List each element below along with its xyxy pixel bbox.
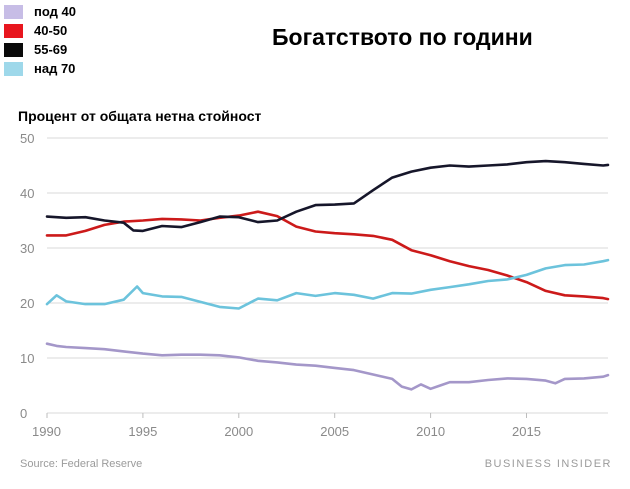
legend-swatch-under-40 <box>4 4 23 19</box>
y-tick-label-30: 30 <box>20 241 34 256</box>
legend-label-40-50: 40-50 <box>34 23 68 38</box>
y-tick-label-10: 10 <box>20 351 34 366</box>
legend-label-over-70: над 70 <box>34 61 76 76</box>
x-tick-label-2005: 2005 <box>320 424 349 439</box>
publisher-logo-text: BUSINESS INSIDER <box>484 458 612 470</box>
y-tick-label-50: 50 <box>20 131 34 146</box>
legend: под 40 40-50 55-69 над 70 <box>4 2 76 78</box>
series-line-3-над-70 <box>45 258 610 310</box>
legend-label-under-40: под 40 <box>34 4 76 19</box>
x-tick-label-2015: 2015 <box>512 424 541 439</box>
x-tick-label-1995: 1995 <box>128 424 157 439</box>
legend-item-40-50: 40-50 <box>4 21 76 40</box>
y-tick-label-40: 40 <box>20 186 34 201</box>
y-tick-label-0: 0 <box>20 406 27 421</box>
series-line-1-40-50 <box>45 210 610 301</box>
legend-item-over-70: над 70 <box>4 59 76 78</box>
x-tick-label-1990: 1990 <box>32 424 61 439</box>
source-note: Source: Federal Reserve <box>20 458 143 470</box>
legend-item-55-69: 55-69 <box>4 40 76 59</box>
legend-swatch-40-50 <box>4 23 23 38</box>
series-line-2-55-69 <box>45 159 610 233</box>
series-line-0-под-40 <box>45 342 610 391</box>
legend-swatch-55-69 <box>4 42 23 57</box>
legend-swatch-over-70 <box>4 61 23 76</box>
y-tick-label-20: 20 <box>20 296 34 311</box>
x-tick-label-2010: 2010 <box>416 424 445 439</box>
x-tick-label-2000: 2000 <box>224 424 253 439</box>
chart-title: Богатството по години <box>272 24 533 50</box>
legend-item-under-40: под 40 <box>4 2 76 21</box>
legend-label-55-69: 55-69 <box>34 42 68 57</box>
y-axis-label: Процент от общата нетна стойност <box>18 108 262 124</box>
